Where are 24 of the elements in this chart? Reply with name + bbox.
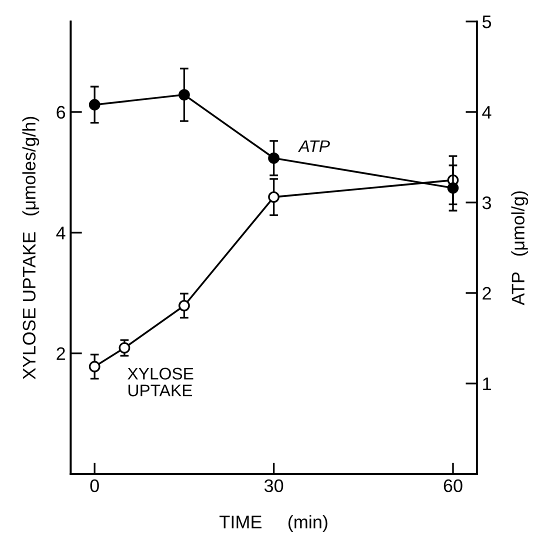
series-label: XYLOSE UPTAKE [128,368,194,396]
y-tick-label: 2 [56,347,65,360]
y2-tick-label: 2 [482,286,491,300]
point [447,182,459,194]
point [178,89,190,100]
y2-tick-label: 5 [482,16,492,28]
x-axis-title: TIME (min) [220,515,328,532]
y2-axis-title: ATP (μmol/g) [511,191,528,306]
y-tick-label: 4 [56,226,66,240]
y2-tick-label: 4 [482,106,492,119]
y-tick-label: 6 [56,106,66,119]
y2-tick-label: 1 [483,378,491,390]
point [268,152,280,164]
point [88,360,100,372]
y-axis-title: XYLOSE UPTAKE (μmoles/g/h) [22,116,40,380]
point [178,300,190,312]
point [268,191,280,203]
x-tick-label: 0 [90,479,99,492]
y2-tick-label: 3 [482,196,491,210]
point [88,99,100,110]
point [118,342,130,354]
x-tick-label: 30 [264,479,284,492]
series-label: ATP [298,140,330,152]
x-tick-label: 60 [444,479,462,492]
